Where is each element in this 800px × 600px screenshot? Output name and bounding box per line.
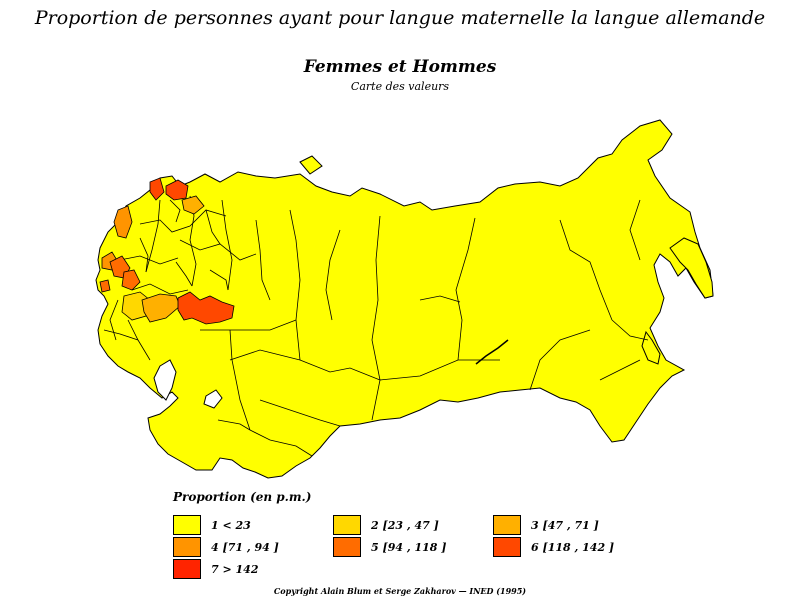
legend-label-3: 3 [47 , 71 ] (531, 518, 599, 532)
legend-label-2: 2 [23 , 47 ] (371, 518, 439, 532)
region-class-5 (99, 279, 111, 293)
legend-label-6: 6 [118 , 142 ] (531, 540, 615, 554)
legend-title: Proportion (en p.m.) (173, 490, 312, 504)
legend-swatch-7 (173, 559, 201, 579)
region-borders (103, 195, 649, 457)
landmass (95, 119, 714, 479)
legend-label-4: 4 [71 , 94 ] (211, 540, 279, 554)
region-class-6 (165, 179, 189, 201)
legend-item-1: 1 < 23 (173, 514, 251, 536)
caspian-sea (153, 359, 177, 401)
legend-item-5: 5 [94 , 118 ] (333, 536, 446, 558)
legend-swatch-4 (173, 537, 201, 557)
legend-swatch-2 (333, 515, 361, 535)
legend-item-6: 6 [118 , 142 ] (493, 536, 614, 558)
legend-item-7: 7 > 142 (173, 558, 259, 580)
novaya-zemlya (299, 155, 323, 175)
legend-item-2: 2 [23 , 47 ] (333, 514, 439, 536)
map-subtitle: Femmes et Hommes (303, 57, 497, 77)
kamchatka (669, 237, 714, 299)
legend-label-7: 7 > 142 (211, 562, 259, 576)
region-class-4 (113, 205, 133, 239)
legend-swatch-3 (493, 515, 521, 535)
legend-swatch-6 (493, 537, 521, 557)
region-class-3 (181, 195, 205, 215)
aral-sea (203, 389, 223, 409)
region-class-3 (141, 293, 181, 323)
legend-swatch-1 (173, 515, 201, 535)
region-class-5 (121, 269, 141, 291)
region-class-6 (149, 177, 165, 201)
copyright-notice: Copyright Alain Blum et Serge Zakharov —… (273, 586, 527, 596)
region-class-6 (177, 291, 235, 325)
legend-item-3: 3 [47 , 71 ] (493, 514, 599, 536)
legend-label-1: 1 < 23 (211, 518, 251, 532)
legend-item-4: 4 [71 , 94 ] (173, 536, 279, 558)
legend-label-5: 5 [94 , 118 ] (371, 540, 447, 554)
legend-swatch-5 (333, 537, 361, 557)
map-caption: Carte des valeurs (350, 80, 450, 93)
map-title: Proportion de personnes ayant pour langu… (34, 7, 766, 29)
